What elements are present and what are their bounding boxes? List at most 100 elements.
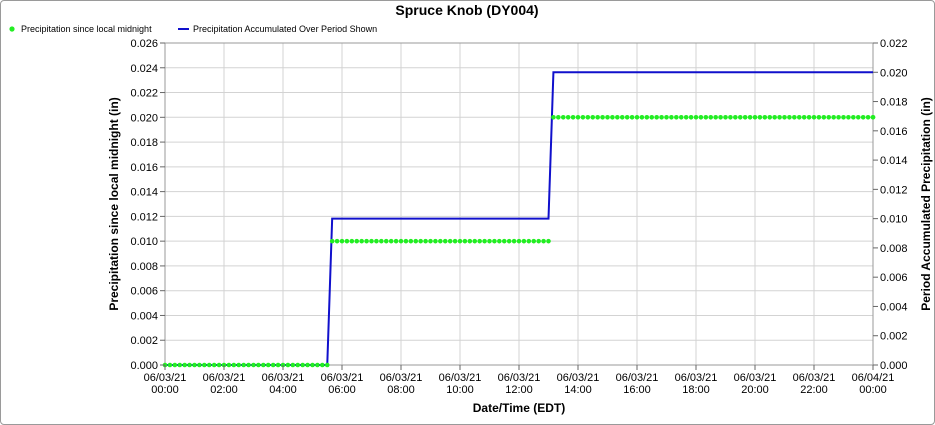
data-point [570, 115, 576, 120]
data-point [167, 362, 173, 368]
data-point [438, 238, 443, 244]
x-tick-label: 06/03/21 18:00 [675, 372, 718, 396]
data-point [374, 238, 379, 244]
data-point [241, 362, 246, 368]
data-point [275, 362, 281, 368]
data-point [870, 115, 876, 120]
data-point [610, 115, 615, 120]
x-tick-label: 06/03/21 12:00 [498, 372, 541, 396]
x-tick-label: 06/03/21 06:00 [321, 372, 364, 396]
data-point [821, 115, 827, 120]
data-point [605, 115, 610, 120]
data-point [261, 362, 266, 368]
y-tick-label: 0.018 [130, 137, 158, 149]
data-point [565, 115, 571, 120]
data-point [236, 362, 242, 368]
data-point [634, 115, 640, 120]
legend-item-series-1[interactable]: Precipitation since local midnight [9, 24, 152, 34]
data-point [364, 238, 369, 244]
data-point [251, 362, 256, 368]
data-point [723, 115, 728, 120]
data-point [733, 115, 738, 120]
data-point [487, 238, 492, 244]
data-point [206, 362, 212, 368]
legend-item-series-2[interactable]: Precipitation Accumulated Over Period Sh… [178, 24, 377, 34]
data-point [521, 238, 527, 244]
data-point [560, 115, 566, 120]
data-point [551, 115, 556, 120]
data-point [536, 238, 541, 244]
data-point [728, 115, 733, 120]
data-point [197, 362, 202, 368]
data-point [177, 362, 183, 368]
data-point [777, 115, 782, 120]
data-point [526, 238, 532, 244]
y-tick-label: 0.026 [130, 38, 158, 50]
y-tick-label: 0.016 [130, 162, 158, 174]
y-tick-label: 0.022 [130, 88, 158, 100]
y2-tick-label: 0.008 [880, 243, 908, 255]
y2-tick-label: 0.002 [880, 331, 908, 343]
data-point [408, 238, 414, 244]
y2-tick-label: 0.020 [880, 67, 908, 79]
data-point [649, 115, 655, 120]
data-point [619, 115, 625, 120]
data-point [826, 115, 832, 120]
y-tick-label: 0.008 [130, 261, 158, 273]
data-point [329, 238, 335, 244]
data-point [452, 238, 458, 244]
series-lines [165, 71, 873, 366]
data-point [403, 238, 409, 244]
x-tick-label: 06/03/21 04:00 [262, 372, 305, 396]
data-point [290, 362, 296, 368]
data-point [428, 238, 433, 244]
data-point [231, 362, 237, 368]
data-point [447, 238, 453, 244]
data-point [305, 362, 310, 368]
data-point [742, 115, 748, 120]
data-point [492, 238, 497, 244]
data-point [654, 115, 659, 120]
data-point [831, 115, 836, 120]
data-point [639, 115, 645, 120]
data-point [413, 238, 419, 244]
y-tick-label: 0.010 [130, 236, 158, 248]
data-point [678, 115, 684, 120]
y-tick-label: 0.024 [130, 63, 158, 75]
data-point [708, 115, 714, 120]
data-point [324, 362, 330, 368]
y2-tick-label: 0.012 [880, 184, 908, 196]
data-point [379, 238, 384, 244]
data-point [737, 115, 743, 120]
data-point [590, 115, 596, 120]
y-tick-label: 0.004 [130, 310, 158, 322]
x-axis-title: Date/Time (EDT) [473, 401, 565, 415]
data-point [442, 238, 448, 244]
y2-tick-label: 0.000 [880, 360, 908, 372]
data-point [192, 362, 197, 368]
data-point [211, 362, 217, 368]
data-point [772, 115, 777, 120]
x-tick-label: 06/03/21 10:00 [439, 372, 482, 396]
data-point [546, 238, 551, 244]
x-tick-label: 06/03/21 08:00 [380, 372, 423, 396]
data-point [270, 362, 276, 368]
data-point [501, 238, 507, 244]
data-point [315, 362, 320, 368]
grid [164, 42, 874, 366]
data-point [713, 115, 718, 120]
data-point [836, 115, 841, 120]
data-point [418, 238, 423, 244]
data-point [752, 115, 758, 120]
data-point [669, 115, 674, 120]
y-tick-label: 0.006 [130, 286, 158, 298]
data-point [359, 238, 364, 244]
data-point [688, 115, 694, 120]
y2-axis-title: Period Accumulated Precipitation (in) [919, 97, 933, 311]
data-point [846, 115, 851, 120]
data-point [806, 115, 812, 120]
data-point [398, 238, 404, 244]
series-line-2 [165, 71, 873, 366]
data-point [801, 115, 807, 120]
data-point [516, 238, 522, 244]
